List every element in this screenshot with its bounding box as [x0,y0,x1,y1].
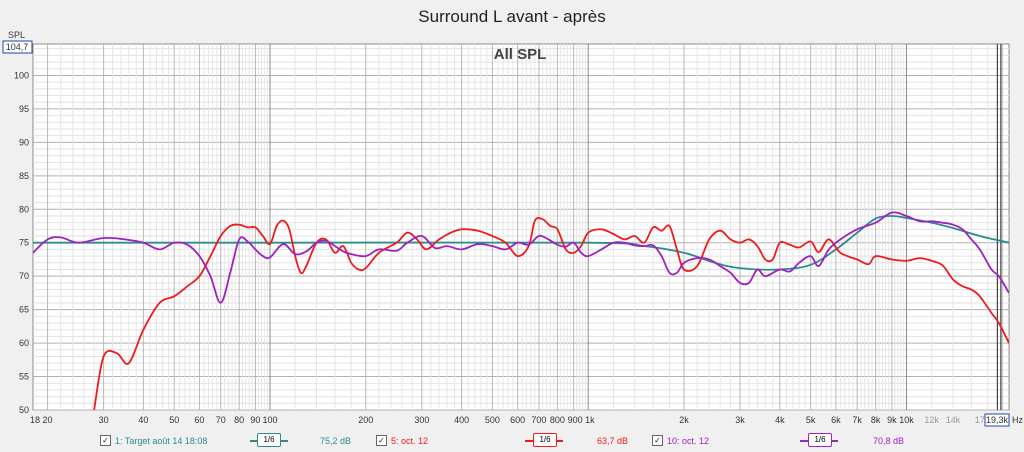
x-tick-label: 800 [550,415,565,425]
y-top-readout-box[interactable] [2,40,33,54]
x-tick-label: 100 [262,415,277,425]
y-tick-label: 85 [19,171,29,181]
x-tick-label: 9k [887,415,897,425]
y-tick-label: 100 [14,70,29,80]
legend-level-oct10: 70,8 dB [873,436,905,446]
x-tick-label: 200 [358,415,373,425]
x-tick-label: 5k [806,415,816,425]
x-tick-label: 6k [831,415,841,425]
plot-area [32,43,1010,411]
x-tick-label: 900 1k [568,415,596,425]
x-tick-label: 18 [30,415,40,425]
legend-label-target: 1: Target août 14 18:08 [115,436,208,446]
x-tick-label: 700 [531,415,546,425]
x-tick-label: 600 [510,415,525,425]
x-unit-label: Hz [1012,415,1023,425]
x-tick-label: 30 [99,415,109,425]
x-right-readout-box[interactable] [984,413,1010,427]
legend-label-oct5: 5: oct. 12 [391,436,429,446]
y-tick-label: 50 [19,405,29,415]
x-tick-label: 7k [852,415,862,425]
x-tick-label: 4k [775,415,785,425]
y-top-readout: 104,7 [6,42,29,52]
x-tick-label: 500 [485,415,500,425]
x-tick-label: 400 [454,415,469,425]
legend-checkbox-target[interactable]: ✓ [100,435,111,446]
legend-smoothing-target[interactable]: 1/6 [257,433,281,447]
chart-inner-label: All SPL [494,46,547,63]
legend: ✓ 1: Target août 14 18:08 1/6 75,2 dB ✓ … [0,433,1024,451]
x-tick-label: 40 [138,415,148,425]
chart-title: Surround L avant - après [418,7,605,26]
legend-label-oct10: 10: oct. 12 [667,436,710,446]
x-tick-label: 60 [194,415,204,425]
legend-checkbox-oct5[interactable]: ✓ [376,435,387,446]
x-tick-label: 80 [234,415,244,425]
x-tick-label: 10k [899,415,914,425]
x-tick-label: 70 [216,415,226,425]
y-axis-label: SPL [8,30,25,40]
spl-chart: Surround L avant - après All SPL 50 55 60 6… [2,7,1023,427]
x-tick-label: 90 [250,415,260,425]
y-tick-label: 90 [19,137,29,147]
y-tick-label: 70 [19,271,29,281]
x-right-readout: 19,3k [986,415,1009,425]
x-tick-label: 50 [169,415,179,425]
y-tick-label: 80 [19,204,29,214]
series-line-oct5 [93,217,1009,410]
x-tick-label: 300 [414,415,429,425]
grid-lines [33,44,1009,411]
legend-smoothing-oct10[interactable]: 1/6 [808,433,832,447]
series-group [33,211,1009,410]
x-tick-label: 17 [975,415,985,425]
x-tick-labels: 18 20 30 40 50 60 70 80 90 100 200 300 400 500 600 700 8… [30,415,985,425]
x-tick-label: 2k [679,415,689,425]
x-tick-label: 3k [735,415,745,425]
x-tick-label: 14k [946,415,961,425]
y-tick-label: 75 [19,238,29,248]
y-tick-labels: 50 55 60 65 70 75 80 85 90 95 100 [14,70,29,415]
y-tick-label: 55 [19,372,29,382]
legend-level-oct5: 63,7 dB [597,436,629,446]
legend-smoothing-oct5[interactable]: 1/6 [533,433,557,447]
series-line-oct10 [33,211,1009,304]
y-tick-label: 65 [19,305,29,315]
y-tick-label: 60 [19,338,29,348]
legend-checkbox-oct10[interactable]: ✓ [652,435,663,446]
legend-level-target: 75,2 dB [320,436,352,446]
x-tick-label: 20 [43,415,53,425]
y-tick-label: 95 [19,104,29,114]
x-tick-label: 8k [871,415,881,425]
x-tick-label: 12k [924,415,939,425]
